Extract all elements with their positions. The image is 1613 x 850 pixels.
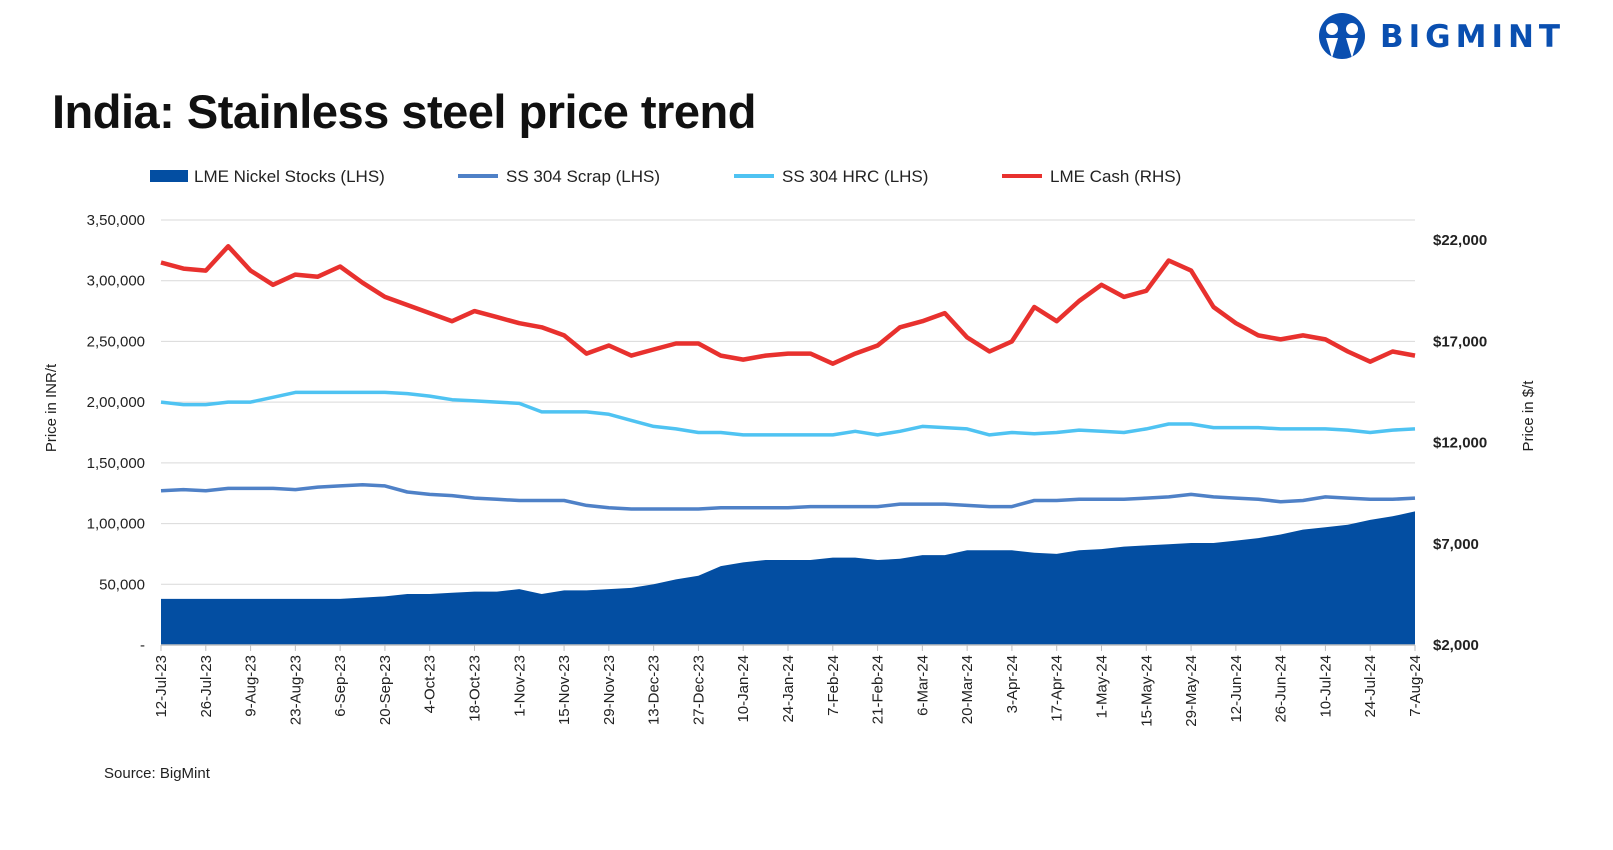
lme-cash-rhs-line xyxy=(160,244,1416,366)
x-tick-label: 6-Sep-23 xyxy=(332,655,349,717)
bigmint-logo-icon xyxy=(1319,13,1365,59)
page-title: India: Stainless steel price trend xyxy=(52,85,756,138)
x-tick-label: 26-Jun-24 xyxy=(1273,655,1290,723)
x-tick-label: 10-Jan-24 xyxy=(735,655,752,723)
lme-nickel-stocks-lhs-area xyxy=(161,511,1415,645)
x-tick-label: 15-May-24 xyxy=(1138,655,1155,727)
legend-label: SS 304 HRC (LHS) xyxy=(782,167,928,186)
x-tick-label: 6-Mar-24 xyxy=(914,655,931,716)
y-tick-label: 2,00,000 xyxy=(87,394,145,411)
y-tick-label: 2,50,000 xyxy=(87,333,145,350)
bigmint-logo: BIGMINT xyxy=(1318,12,1565,62)
x-tick-label: 10-Jul-24 xyxy=(1317,655,1334,718)
x-tick-label: 13-Dec-23 xyxy=(646,655,663,725)
y-tick-label: 1,50,000 xyxy=(87,455,145,472)
x-tick-label: 7-Aug-24 xyxy=(1407,655,1424,717)
x-tick-label: 1-Nov-23 xyxy=(511,655,528,717)
y-tick-label: 3,00,000 xyxy=(87,273,145,290)
x-tick-label: 24-Jul-24 xyxy=(1362,655,1379,718)
y-tick-label: 3,50,000 xyxy=(87,212,145,229)
y2-axis-label: Price in $/t xyxy=(1520,380,1537,452)
legend-label: SS 304 Scrap (LHS) xyxy=(506,167,660,186)
y2-tick-label: $12,000 xyxy=(1433,435,1487,452)
x-tick-label: 26-Jul-23 xyxy=(198,655,215,718)
y-tick-label: 50,000 xyxy=(99,576,145,593)
x-tick-label: 9-Aug-23 xyxy=(243,655,260,717)
y2-tick-label: $2,000 xyxy=(1433,637,1479,654)
logo-text: BIGMINT xyxy=(1380,19,1566,55)
legend-label: LME Cash (RHS) xyxy=(1050,167,1181,186)
legend-item: LME Nickel Stocks (LHS) xyxy=(150,167,385,186)
source-note: Source: BigMint xyxy=(104,765,210,782)
x-tick-label: 12-Jul-23 xyxy=(153,655,170,718)
x-tick-label: 3-Apr-24 xyxy=(1004,655,1021,713)
y2-tick-label: $22,000 xyxy=(1433,232,1487,249)
y2-tick-label: $7,000 xyxy=(1433,536,1479,553)
y-tick-label: 1,00,000 xyxy=(87,516,145,533)
x-tick-label: 29-May-24 xyxy=(1183,655,1200,727)
x-tick-label: 18-Oct-23 xyxy=(467,655,484,722)
x-tick-label: 29-Nov-23 xyxy=(601,655,618,725)
legend: LME Nickel Stocks (LHS) SS 304 Scrap (LHS… xyxy=(150,167,1181,186)
legend-item: SS 304 HRC (LHS) xyxy=(734,167,928,186)
y-tick-label: - xyxy=(140,637,145,654)
x-tick-label: 27-Dec-23 xyxy=(690,655,707,725)
x-tick-label: 17-Apr-24 xyxy=(1049,655,1066,722)
legend-item: SS 304 Scrap (LHS) xyxy=(458,167,660,186)
x-tick-label: 24-Jan-24 xyxy=(780,655,797,723)
x-tick-label: 4-Oct-23 xyxy=(422,655,439,713)
ss-304-hrc-lhs-line xyxy=(160,390,1416,437)
x-tick-label: 12-Jun-24 xyxy=(1228,655,1245,723)
axes: - 50,000 1,00,000 1,50,000 2,00,000 2,50,000 3… xyxy=(87,212,1488,727)
x-tick-label: 20-Sep-23 xyxy=(377,655,394,725)
x-tick-label: 20-Mar-24 xyxy=(959,655,976,724)
x-tick-label: 15-Nov-23 xyxy=(556,655,573,725)
y-axis-label: Price in INR/t xyxy=(43,363,60,452)
x-tick-label: 21-Feb-24 xyxy=(870,655,887,724)
chart-marks xyxy=(160,244,1416,645)
legend-label: LME Nickel Stocks (LHS) xyxy=(194,167,385,186)
ss-304-scrap-lhs-line xyxy=(160,482,1416,511)
y2-tick-label: $17,000 xyxy=(1433,333,1487,350)
legend-swatch xyxy=(150,170,188,182)
x-tick-label: 23-Aug-23 xyxy=(287,655,304,725)
x-tick-label: 1-May-24 xyxy=(1094,655,1111,718)
legend-item: LME Cash (RHS) xyxy=(1002,167,1181,186)
x-tick-label: 7-Feb-24 xyxy=(825,655,842,716)
